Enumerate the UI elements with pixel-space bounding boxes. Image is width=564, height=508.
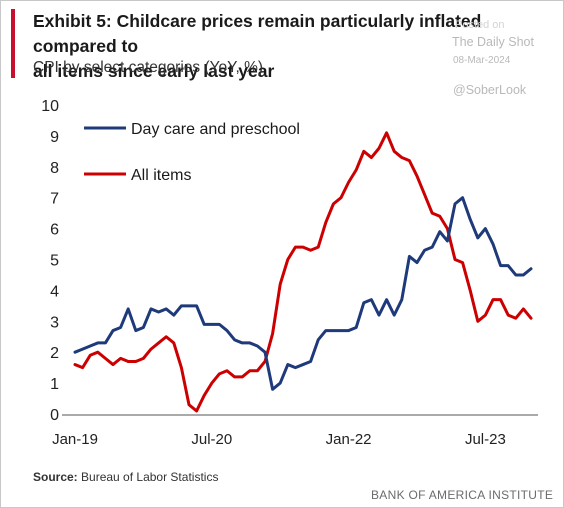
cpi-line-chart: 0 1 2 3 4 5 6 7 8 9 10 Jan-19 Jul-20 Jan-22 Jul-23 Day…	[41, 98, 538, 448]
watermark-site: The Daily Shot	[452, 35, 534, 49]
y-tick-label-6: 6	[50, 222, 59, 239]
chart-title: Exhibit 5: Childcare prices remain parti…	[33, 11, 482, 81]
watermark-date: 08-Mar-2024	[453, 55, 511, 66]
y-tick-label-7: 7	[50, 191, 59, 208]
x-tick-label-jul-23: Jul-23	[465, 431, 506, 448]
y-tick-label-10: 10	[41, 98, 59, 115]
series-line-day-care	[73, 196, 533, 391]
series-line-all-items	[73, 131, 533, 413]
title-accent-bar	[11, 9, 15, 78]
x-tick-label-jan-22: Jan-22	[326, 431, 372, 448]
y-tick-label-9: 9	[50, 129, 59, 146]
y-tick-label-8: 8	[50, 160, 59, 177]
source-text: Bureau of Labor Statistics	[81, 470, 219, 484]
chart-series	[73, 131, 533, 413]
legend-label-day-care: Day care and preschool	[131, 121, 300, 138]
y-tick-label-2: 2	[50, 345, 59, 362]
chart-legend: Day care and preschool All items	[84, 121, 300, 184]
footer-brand: BANK OF AMERICA INSTITUTE	[371, 488, 554, 502]
watermark-handle: @SoberLook	[453, 83, 527, 97]
y-tick-label-1: 1	[50, 376, 59, 393]
y-tick-label-0: 0	[50, 407, 59, 424]
y-tick-label-5: 5	[50, 253, 59, 270]
chart-axes: 0 1 2 3 4 5 6 7 8 9 10 Jan-19 Jul-20 Jan-22 Jul-23	[41, 98, 538, 448]
y-tick-label-3: 3	[50, 314, 59, 331]
y-tick-label-4: 4	[50, 283, 59, 300]
source-label: Source:	[33, 470, 78, 484]
x-tick-label-jan-19: Jan-19	[52, 431, 98, 448]
watermark-posted-on: Posted on	[455, 19, 505, 31]
source-note: Source: Bureau of Labor Statistics	[33, 470, 218, 484]
legend-label-all-items: All items	[131, 167, 191, 184]
x-tick-label-jul-20: Jul-20	[191, 431, 232, 448]
chart-subtitle: CPI by select categories (YoY, %)	[33, 59, 264, 76]
